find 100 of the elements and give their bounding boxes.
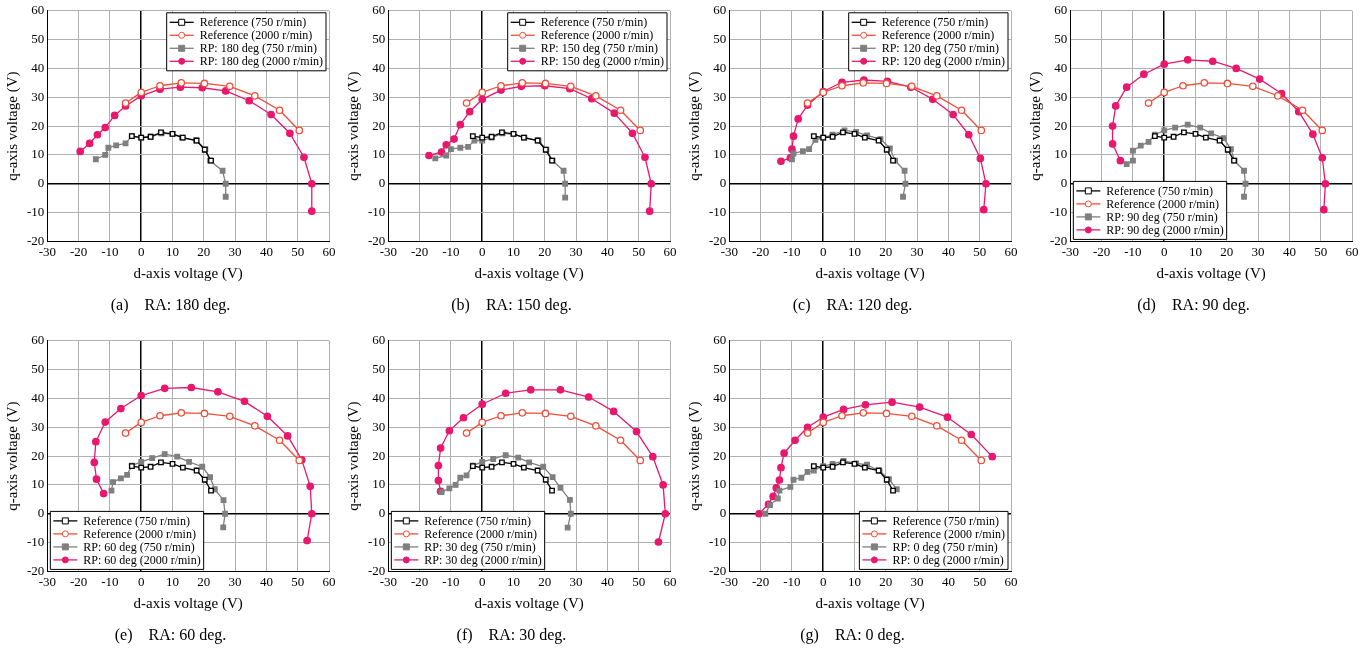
x-tick-label: 10 xyxy=(166,243,180,259)
y-tick-label: 20 xyxy=(1054,117,1068,133)
legend-label: RP: 180 deg (2000 r/min) xyxy=(199,54,323,69)
x-tick-label: -10 xyxy=(442,573,460,589)
y-tick-label: -10 xyxy=(26,534,45,549)
x-tick-label: 50 xyxy=(291,573,305,589)
y-tick-label: 0 xyxy=(719,505,727,521)
x-tick-label: 40 xyxy=(259,573,273,589)
y-tick-label: -20 xyxy=(26,562,45,578)
x-tick-label: -10 xyxy=(101,243,119,259)
y-tick-label: -10 xyxy=(26,204,45,219)
y-axis-title: q-axis voltage (V) xyxy=(1026,71,1044,181)
x-tick-label: -20 xyxy=(410,573,429,589)
y-tick-label: 10 xyxy=(372,476,386,492)
x-axis-title: d-axis voltage (V) xyxy=(133,594,243,612)
y-tick-label: 0 xyxy=(37,175,45,191)
y-tick-label: -10 xyxy=(367,204,386,219)
y-tick-label: 30 xyxy=(372,418,386,434)
x-axis-title: d-axis voltage (V) xyxy=(815,594,925,612)
x-tick-label: 0 xyxy=(478,243,486,259)
x-tick-label: 60 xyxy=(1345,243,1359,259)
y-axis-title: q-axis voltage (V) xyxy=(344,71,362,181)
x-tick-label: 30 xyxy=(228,573,242,589)
y-tick-label: 50 xyxy=(31,361,45,377)
legend-label: Reference (2000 r/min) xyxy=(1106,197,1219,212)
x-tick-label: 30 xyxy=(569,573,583,589)
legend-label: RP: 150 deg (2000 r/min) xyxy=(540,54,664,69)
text: (e) RA: 60 deg. xyxy=(113,626,228,644)
x-tick-label: 50 xyxy=(1314,243,1328,259)
x-tick-label: 50 xyxy=(632,573,646,589)
legend-label: Reference (2000 r/min) xyxy=(199,28,313,43)
text: (f) RA: 30 deg. xyxy=(455,626,568,644)
y-tick-label: 60 xyxy=(372,332,386,348)
x-axis-title: d-axis voltage (V) xyxy=(474,264,584,282)
x-tick-label: 30 xyxy=(569,243,583,259)
x-tick-label: -20 xyxy=(1092,243,1111,259)
y-tick-label: 60 xyxy=(713,2,727,18)
text: (d) RA: 90 deg. xyxy=(1136,296,1251,314)
x-tick-label: 40 xyxy=(600,573,614,589)
y-tick-label: 40 xyxy=(713,389,727,405)
legend-label: RP: 30 deg (2000 r/min) xyxy=(424,553,542,568)
y-tick-label: -10 xyxy=(367,534,386,549)
legend-label: Reference (750 r/min) xyxy=(892,514,1000,529)
x-tick-label: 50 xyxy=(632,243,646,259)
y-axis-title: q-axis voltage (V) xyxy=(344,401,362,511)
y-tick-label: 10 xyxy=(713,146,727,162)
y-tick-label: -20 xyxy=(1049,232,1068,248)
y-tick-label: 30 xyxy=(1054,88,1068,104)
x-tick-label: 40 xyxy=(941,573,955,589)
y-tick-label: 0 xyxy=(719,175,727,191)
legend-label: Reference (750 r/min) xyxy=(881,15,989,30)
x-tick-label: 20 xyxy=(538,243,552,259)
x-tick-label: 50 xyxy=(973,243,987,259)
y-tick-label: 20 xyxy=(713,447,727,463)
x-axis-title: d-axis voltage (V) xyxy=(474,594,584,612)
legend-label: RP: 90 deg (750 r/min) xyxy=(1106,210,1218,225)
y-tick-label: 0 xyxy=(37,505,45,521)
y-tick-label: 30 xyxy=(713,88,727,104)
x-tick-label: 50 xyxy=(973,573,987,589)
legend-label: RP: 60 deg (750 r/min) xyxy=(83,540,195,555)
x-tick-label: 10 xyxy=(848,243,862,259)
x-tick-label: 20 xyxy=(879,243,893,259)
x-tick-label: -20 xyxy=(69,243,88,259)
x-tick-label: 0 xyxy=(137,573,145,589)
x-tick-label: 60 xyxy=(1004,573,1018,589)
legend-label: RP: 0 deg (2000 r/min) xyxy=(892,553,1004,568)
x-tick-label: 10 xyxy=(507,243,521,259)
y-tick-label: 60 xyxy=(372,2,386,18)
y-tick-label: 50 xyxy=(713,31,727,47)
y-tick-label: -10 xyxy=(1049,204,1068,219)
legend-label: Reference (750 r/min) xyxy=(540,15,648,30)
text: (a) RA: 180 deg. xyxy=(109,296,232,314)
y-tick-label: 50 xyxy=(372,361,386,377)
y-tick-label: 40 xyxy=(372,389,386,405)
legend-label: RP: 0 deg (750 r/min) xyxy=(892,540,998,555)
y-tick-label: -20 xyxy=(708,562,727,578)
x-tick-label: -10 xyxy=(442,243,460,259)
x-tick-label: 20 xyxy=(1220,243,1234,259)
y-tick-label: 40 xyxy=(372,59,386,75)
y-tick-label: 40 xyxy=(1054,59,1068,75)
y-tick-label: 0 xyxy=(378,175,386,191)
x-tick-label: 0 xyxy=(137,243,145,259)
x-tick-label: -10 xyxy=(1124,243,1142,259)
x-tick-label: 40 xyxy=(259,243,273,259)
x-tick-label: 20 xyxy=(197,573,211,589)
y-tick-label: 40 xyxy=(713,59,727,75)
y-axis-title: q-axis voltage (V) xyxy=(3,71,21,181)
x-tick-label: 40 xyxy=(941,243,955,259)
legend-label: Reference (750 r/min) xyxy=(83,514,190,529)
x-tick-label: 60 xyxy=(663,243,677,259)
x-tick-label: 10 xyxy=(166,573,180,589)
x-tick-label: 0 xyxy=(1160,243,1168,259)
y-axis-title: q-axis voltage (V) xyxy=(3,401,21,511)
y-tick-label: 60 xyxy=(713,332,727,348)
x-tick-label: -10 xyxy=(783,573,801,589)
x-tick-label: 20 xyxy=(879,573,893,589)
x-tick-label: 0 xyxy=(819,573,827,589)
y-tick-label: 10 xyxy=(31,146,45,162)
y-tick-label: 0 xyxy=(1060,175,1068,191)
x-tick-label: 50 xyxy=(291,243,305,259)
